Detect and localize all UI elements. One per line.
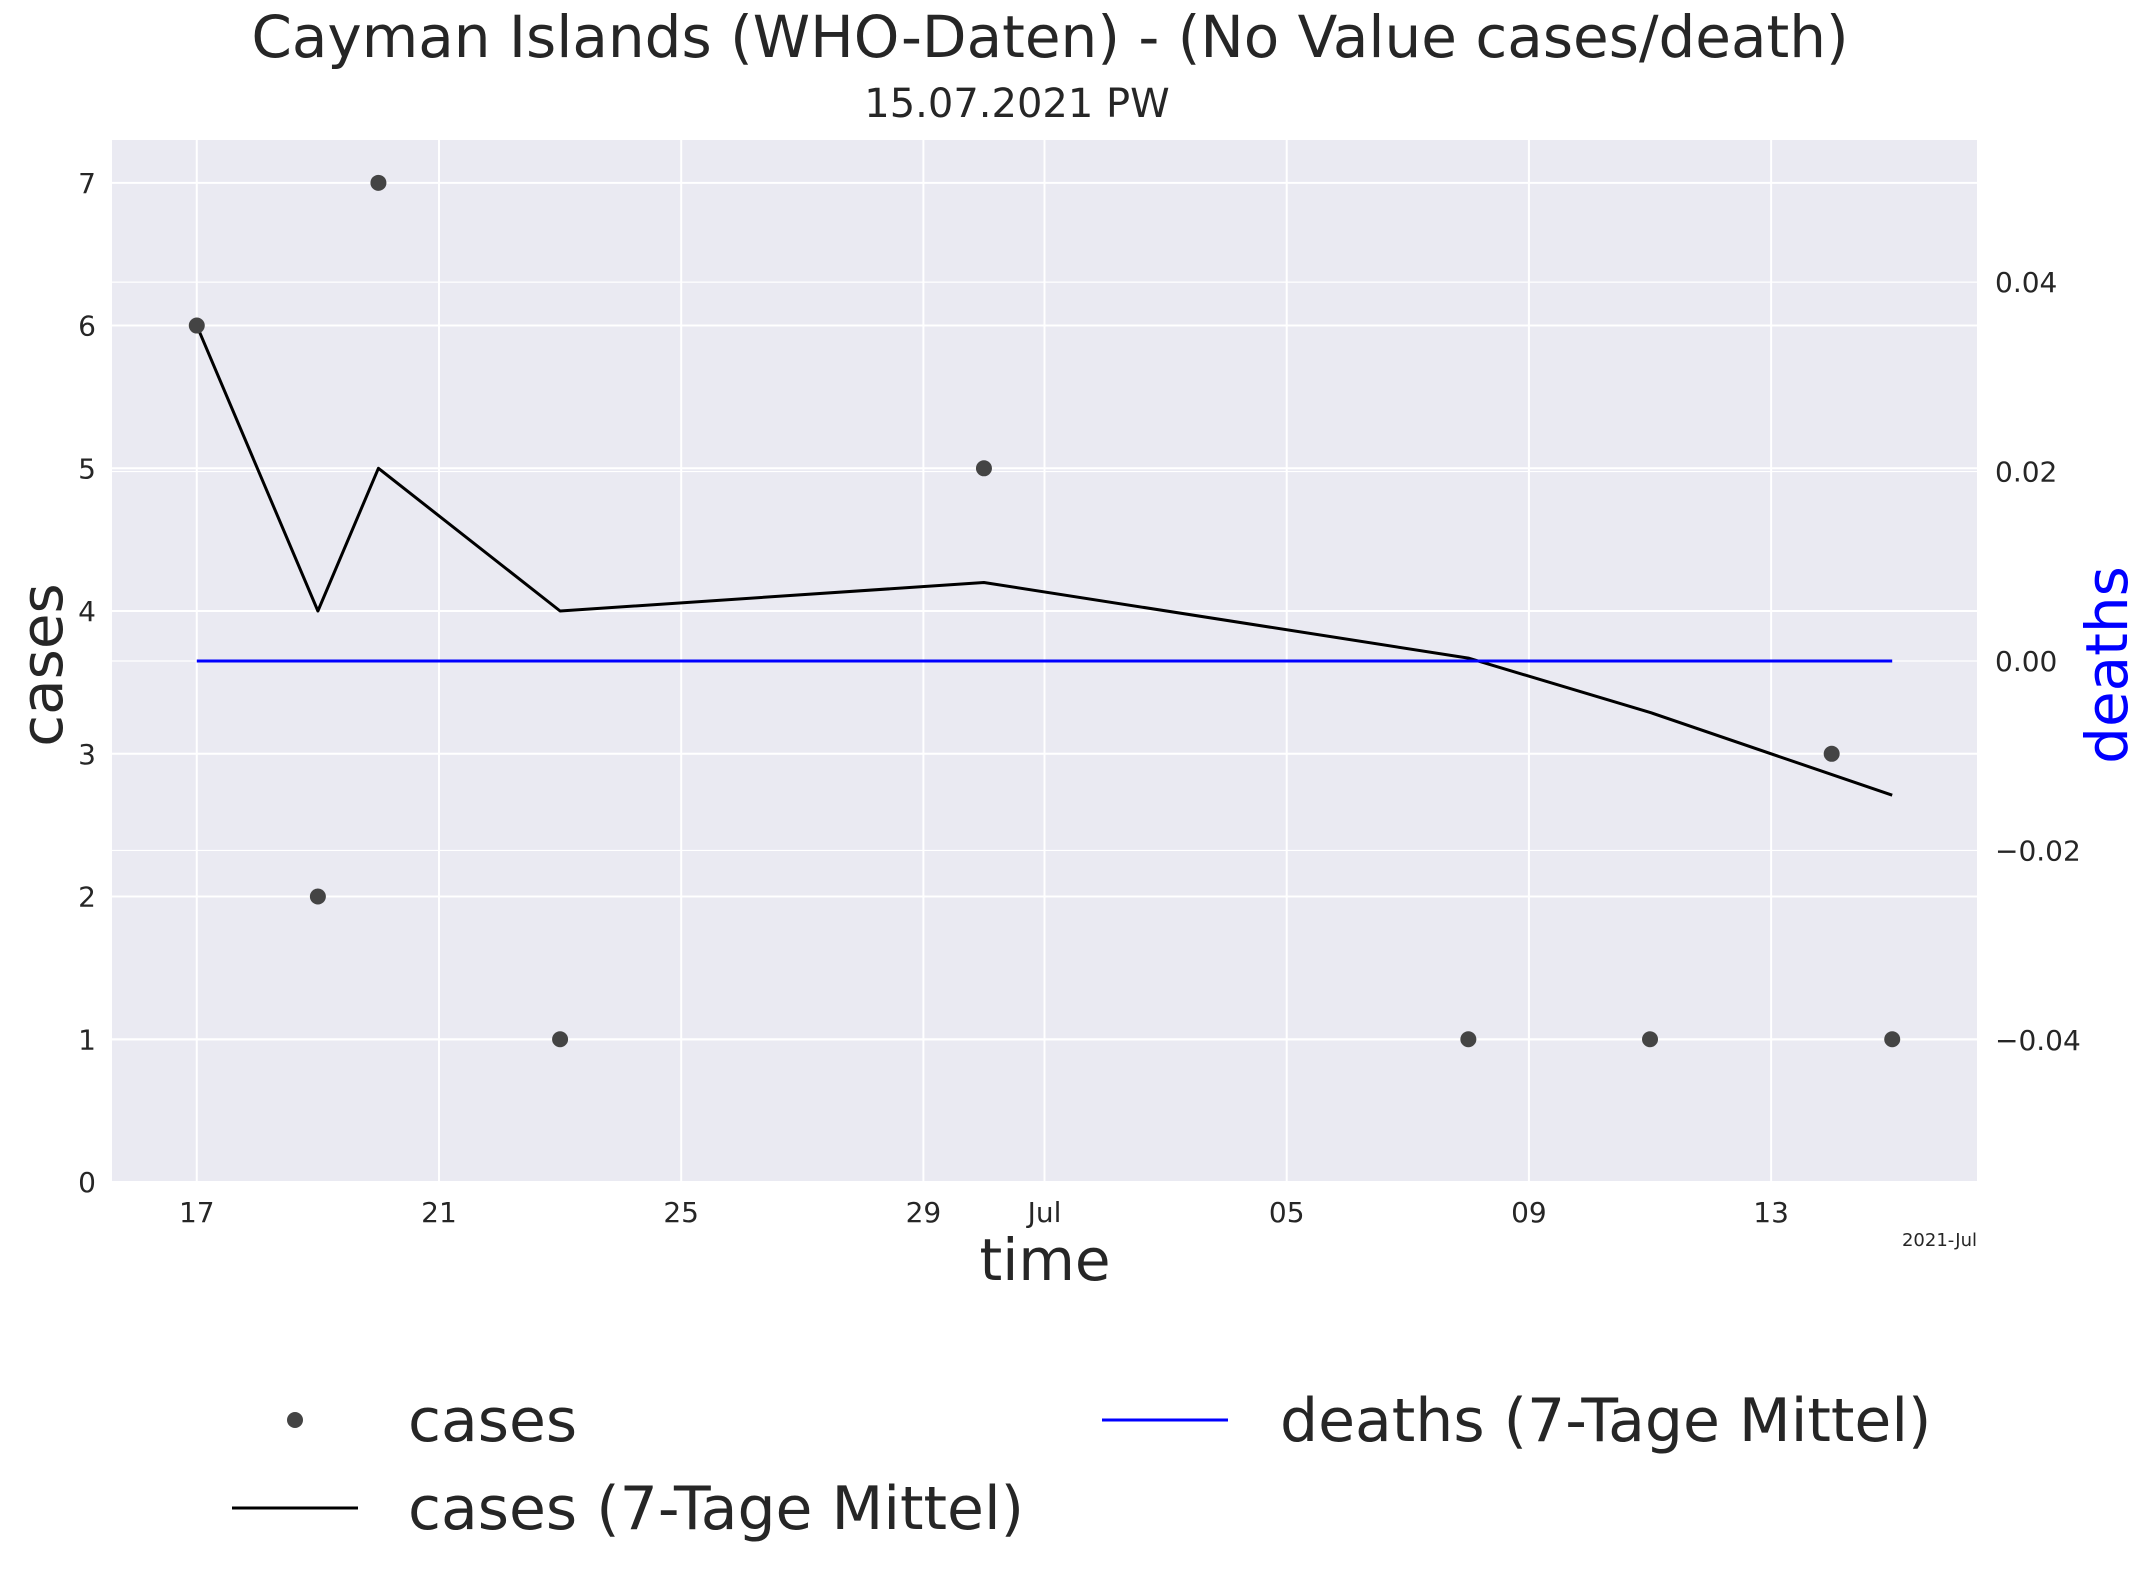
- x-tick-label: 29: [906, 1196, 942, 1229]
- legend: cases cases (7-Tage Mittel) deaths (7-Ta…: [232, 1386, 1931, 1544]
- x-tick-label: Jul: [1026, 1196, 1062, 1229]
- chart-title: Cayman Islands (WHO-Daten) - (No Value c…: [251, 3, 1848, 71]
- y-right-tick-label: 0.04: [1995, 266, 2057, 299]
- y-tick-label: 7: [78, 167, 96, 200]
- series-layer: [188, 174, 1901, 1048]
- y-tick-label: 1: [78, 1023, 96, 1056]
- y-tick-label: 0: [78, 1166, 96, 1199]
- x-tick-label: 17: [179, 1196, 215, 1229]
- x-tick-label: 05: [1269, 1196, 1305, 1229]
- data-point-cases: [975, 460, 992, 477]
- y-tick-label: 3: [78, 738, 96, 771]
- series-cases: [188, 174, 1901, 1048]
- y-tick-label: 6: [78, 310, 96, 343]
- data-point-cases: [309, 888, 326, 905]
- y-tick-label: 4: [78, 595, 96, 628]
- legend-item-deaths-7-day-average: deaths (7-Tage Mittel): [1102, 1386, 1931, 1456]
- data-point-cases: [1642, 1031, 1659, 1048]
- legend-marker-cases: [287, 1412, 303, 1428]
- data-point-cases: [1460, 1031, 1477, 1048]
- series-line-cases-7-tage-mittel: [195, 325, 1893, 797]
- right-axis-ticks: −0.04 −0.02 0.00 0.02 0.04: [1995, 266, 2081, 1057]
- y-right-tick-label: −0.04: [1995, 1024, 2081, 1057]
- left-axis-ticks: 0 1 2 3 4 5 6 7: [78, 167, 96, 1199]
- x-tick-label: 09: [1511, 1196, 1547, 1229]
- y-axis-right-label: deaths: [2073, 566, 2141, 764]
- x-tick-label: 13: [1753, 1196, 1789, 1229]
- data-point-cases: [552, 1031, 569, 1048]
- legend-label-deaths-7-day-average: deaths (7-Tage Mittel): [1280, 1386, 1931, 1456]
- x-axis-offset-label: 2021-Jul: [1902, 1230, 1977, 1251]
- x-axis-ticks: 17 21 25 29 Jul 05 09 13: [179, 1196, 1789, 1229]
- y-right-tick-label: 0.00: [1995, 645, 2057, 678]
- legend-item-cases: cases: [287, 1386, 577, 1456]
- legend-item-cases-7-day-average: cases (7-Tage Mittel): [232, 1474, 1024, 1544]
- y-right-tick-label: −0.02: [1995, 834, 2081, 867]
- data-point-cases: [1884, 1031, 1901, 1048]
- data-point-cases: [1823, 745, 1840, 762]
- y-tick-label: 2: [78, 881, 96, 914]
- y-right-tick-label: 0.02: [1995, 456, 2057, 489]
- data-point-cases: [370, 174, 387, 191]
- data-point-cases: [188, 317, 205, 334]
- x-tick-label: 25: [663, 1196, 699, 1229]
- x-tick-label: 21: [421, 1196, 457, 1229]
- y-axis-label: cases: [8, 583, 76, 747]
- x-axis-label: time: [979, 1226, 1110, 1294]
- y-tick-label: 5: [78, 452, 96, 485]
- legend-label-cases-7-day-average: cases (7-Tage Mittel): [408, 1474, 1024, 1544]
- chart-subtitle: 15.07.2021 PW: [864, 81, 1169, 127]
- legend-label-cases: cases: [408, 1386, 577, 1456]
